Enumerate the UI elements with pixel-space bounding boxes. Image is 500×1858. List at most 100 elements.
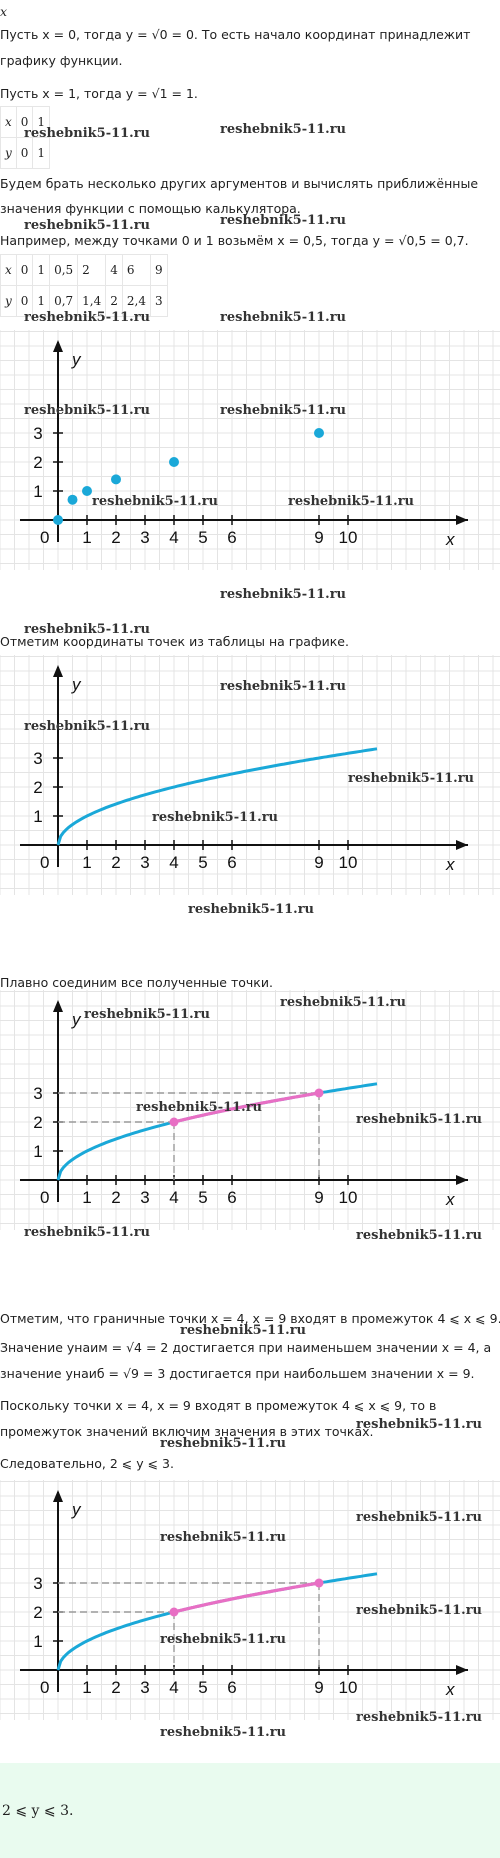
watermark: reshebnik5-11.ru bbox=[24, 622, 151, 637]
paragraph-x0-cont: графику функции. bbox=[0, 53, 123, 68]
watermark: reshebnik5-11.ru bbox=[160, 1632, 287, 1647]
x-tick-label: 1 bbox=[82, 853, 91, 872]
watermark: reshebnik5-11.ru bbox=[24, 1225, 151, 1240]
y-tick-label: 3 bbox=[33, 424, 42, 443]
table-cell: y bbox=[0, 137, 17, 169]
x-tick-label: 1 bbox=[82, 1678, 91, 1697]
endpoint bbox=[169, 1117, 179, 1127]
x-tick-label: 5 bbox=[198, 1188, 207, 1207]
table-cell: 1,4 bbox=[77, 285, 107, 317]
paragraph-since-cont: промежуток значений включим значения в э… bbox=[0, 1424, 374, 1439]
x-axis-arrow bbox=[456, 1665, 468, 1675]
watermark: reshebnik5-11.ru bbox=[220, 587, 347, 602]
origin-label: 0 bbox=[40, 1188, 49, 1207]
endpoint bbox=[314, 1578, 324, 1588]
x-tick-label: 1 bbox=[82, 1188, 91, 1207]
paragraph-max: значение yнаиб = √9 = 3 достигается при … bbox=[0, 1366, 475, 1381]
paragraph-x0: Пусть x = 0, тогда y = √0 = 0. То есть н… bbox=[0, 27, 471, 42]
watermark: reshebnik5-11.ru bbox=[348, 771, 475, 786]
watermark: reshebnik5-11.ru bbox=[24, 403, 151, 418]
watermark: reshebnik5-11.ru bbox=[356, 1112, 483, 1127]
x-tick-label: 6 bbox=[227, 528, 236, 547]
table-row: y 0 1 0,7 1,4 2 2,4 3 bbox=[0, 285, 168, 317]
paragraph-min: Значение yнаим = √4 = 2 достигается при … bbox=[0, 1340, 492, 1355]
header-variable: x bbox=[0, 4, 8, 19]
answer-box: 2 ⩽ y ⩽ 3. bbox=[0, 1763, 500, 1858]
table-cell: x bbox=[0, 106, 17, 138]
watermark: reshebnik5-11.ru bbox=[356, 1510, 483, 1525]
watermark: reshebnik5-11.ru bbox=[24, 310, 151, 325]
data-point bbox=[111, 474, 121, 485]
data-point bbox=[82, 486, 92, 496]
origin-label: 0 bbox=[40, 853, 49, 872]
x-tick-label: 6 bbox=[227, 853, 236, 872]
table-cell: 2 bbox=[105, 285, 123, 317]
table-cell: 4 bbox=[105, 254, 123, 286]
x-tick-label: 2 bbox=[111, 1188, 120, 1207]
watermark: reshebnik5-11.ru bbox=[220, 213, 347, 228]
graph-curve: y x 0 1 2 3 4 5 6 9 10 1 2 3 bbox=[0, 655, 500, 895]
table-cell: 0,5 bbox=[49, 254, 79, 286]
x-tick-label: 6 bbox=[227, 1188, 236, 1207]
y-tick-label: 3 bbox=[33, 1084, 42, 1103]
table-cell: 0,7 bbox=[49, 285, 79, 317]
x-axis-label: x bbox=[445, 1680, 455, 1699]
data-point bbox=[53, 515, 63, 525]
y-tick-label: 3 bbox=[33, 1574, 42, 1593]
x-tick-label: 5 bbox=[198, 528, 207, 547]
x-tick-label: 4 bbox=[169, 1678, 178, 1697]
watermark: reshebnik5-11.ru bbox=[356, 1603, 483, 1618]
interval-curve bbox=[173, 1091, 320, 1124]
watermark: reshebnik5-11.ru bbox=[280, 995, 407, 1010]
watermark: reshebnik5-11.ru bbox=[24, 126, 151, 141]
values-table-1: x 0 1 y 0 1 bbox=[0, 106, 51, 169]
y-tick-label: 2 bbox=[33, 1113, 42, 1132]
x-tick-label: 1 bbox=[82, 528, 91, 547]
origin-label: 0 bbox=[40, 528, 49, 547]
x-tick-label: 9 bbox=[314, 528, 323, 547]
watermark: reshebnik5-11.ru bbox=[136, 1100, 263, 1115]
watermark: reshebnik5-11.ru bbox=[24, 719, 151, 734]
paragraph-plot-points: Отметим координаты точек из таблицы на г… bbox=[0, 634, 349, 649]
x-tick-label: 4 bbox=[169, 853, 178, 872]
x-axis-label: x bbox=[445, 1190, 455, 1209]
watermark: reshebnik5-11.ru bbox=[92, 494, 219, 509]
watermark: reshebnik5-11.ru bbox=[180, 1323, 307, 1338]
watermark: reshebnik5-11.ru bbox=[356, 1417, 483, 1432]
interval-curve bbox=[173, 1581, 320, 1614]
y-axis-label: y bbox=[71, 1500, 82, 1519]
paragraph-approx: Будем брать несколько других аргументов … bbox=[0, 176, 479, 191]
x-axis-arrow bbox=[456, 1175, 468, 1185]
data-point bbox=[314, 428, 324, 438]
table-cell: y bbox=[0, 285, 17, 317]
paragraph-since: Поскольку точки x = 4, x = 9 входят в пр… bbox=[0, 1398, 437, 1413]
table-cell: x bbox=[0, 254, 17, 286]
answer-text: 2 ⩽ y ⩽ 3. bbox=[2, 1803, 74, 1819]
sqrt-curve bbox=[56, 747, 378, 846]
y-axis-arrow bbox=[53, 1000, 63, 1012]
watermark: reshebnik5-11.ru bbox=[288, 494, 415, 509]
x-tick-label: 9 bbox=[314, 1678, 323, 1697]
x-tick-label: 3 bbox=[140, 1188, 149, 1207]
x-tick-label: 6 bbox=[227, 1678, 236, 1697]
y-tick-label: 2 bbox=[33, 1603, 42, 1622]
table-cell: 3 bbox=[149, 285, 168, 317]
watermark: reshebnik5-11.ru bbox=[220, 679, 347, 694]
y-tick-label: 2 bbox=[33, 453, 42, 472]
origin-label: 0 bbox=[40, 1678, 49, 1697]
y-axis-label: y bbox=[71, 1010, 82, 1029]
x-tick-label: 4 bbox=[169, 1188, 178, 1207]
x-tick-label: 3 bbox=[140, 1678, 149, 1697]
y-tick-label: 3 bbox=[33, 749, 42, 768]
paragraph-example: Например, между точками 0 и 1 возьмём x … bbox=[0, 233, 469, 248]
x-tick-label: 9 bbox=[314, 1188, 323, 1207]
x-tick-label: 9 bbox=[314, 853, 323, 872]
table-cell: 1 bbox=[32, 137, 51, 169]
watermark: reshebnik5-11.ru bbox=[220, 310, 347, 325]
y-tick-label: 1 bbox=[33, 482, 42, 501]
x-tick-label: 3 bbox=[140, 528, 149, 547]
watermark: reshebnik5-11.ru bbox=[160, 1436, 287, 1451]
watermark: reshebnik5-11.ru bbox=[160, 1530, 287, 1545]
data-point bbox=[169, 457, 179, 467]
endpoint bbox=[314, 1088, 324, 1098]
